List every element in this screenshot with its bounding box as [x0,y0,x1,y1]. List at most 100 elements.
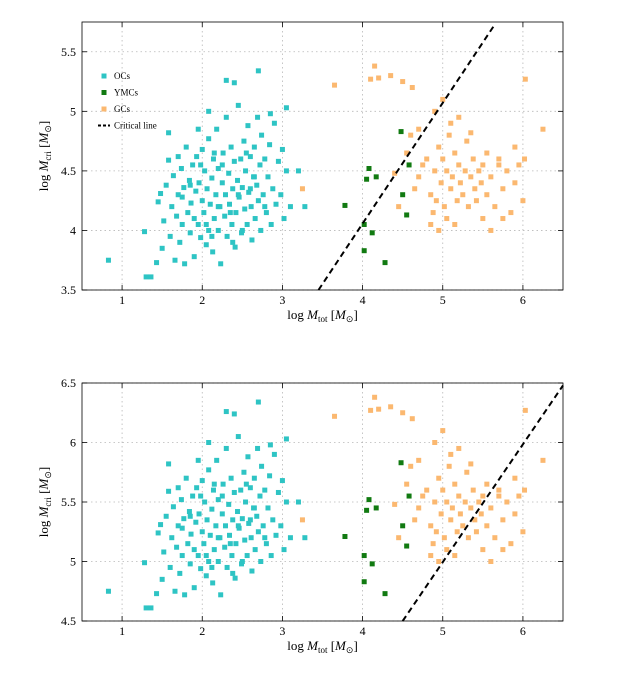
point-gcs [516,493,522,499]
point-gcs [441,535,447,541]
point-ocs [193,519,199,525]
point-ocs [245,123,251,129]
point-gcs [432,108,438,114]
point-ocs [206,136,212,142]
point-ocs [257,162,263,168]
critical-line [317,23,496,291]
point-ocs [262,487,268,493]
point-gcs [504,168,510,174]
point-ocs [260,523,266,529]
point-ocs [287,204,293,210]
point-gcs [448,451,454,457]
point-gcs [396,535,402,541]
point-ocs [203,221,209,227]
point-gcs [412,517,418,523]
point-ocs [226,501,232,507]
point-gcs [412,186,418,192]
point-gcs [462,168,468,174]
point-ocs [187,182,193,188]
point-ocs [247,517,253,523]
point-gcs [441,204,447,210]
point-ocs [195,553,201,559]
point-ocs [191,216,197,222]
point-ocs [215,535,221,541]
point-ocs [230,517,236,523]
point-ocs [302,535,308,541]
point-ocs [255,399,261,405]
point-ocs [229,553,235,559]
point-gcs [448,120,454,126]
point-gcs [522,487,528,493]
point-gcs [500,517,506,523]
point-ymcs [373,174,379,180]
point-ymcs [369,561,375,567]
point-ocs [175,192,181,198]
point-gcs [492,535,498,541]
point-ocs [202,499,208,505]
point-gcs [478,180,484,186]
point-ocs [210,156,216,162]
point-ocs [182,592,188,598]
point-ocs [278,192,284,198]
point-ocs [246,520,252,526]
point-ocs [166,461,172,467]
point-ocs [187,513,193,519]
point-ocs [252,547,258,553]
point-ocs [181,516,187,522]
point-ocs [267,142,273,148]
point-ocs [148,605,154,611]
point-ocs [198,566,204,572]
point-gcs [488,559,494,564]
point-ocs [159,245,165,251]
point-ocs [273,532,279,538]
y-tick-label: 5 [70,104,76,118]
point-ocs [231,80,237,86]
point-ocs [199,529,205,535]
point-ocs [252,216,258,222]
point-ocs [251,475,257,481]
point-ymcs [364,176,370,182]
point-ocs [209,175,215,181]
legend-marker-gcs [101,106,107,112]
point-ocs [158,191,164,197]
point-ocs [166,488,172,494]
point-gcs [500,186,506,192]
point-gcs [416,126,422,132]
point-gcs [368,76,374,82]
point-ocs [206,108,212,114]
point-gcs [452,221,458,227]
legend-label-ocs: OCs [114,71,131,81]
point-ymcs [398,129,404,135]
point-ocs [255,114,261,120]
point-ocs [159,576,165,582]
point-ocs [257,493,263,499]
point-ocs [209,233,215,239]
point-gcs [456,445,462,451]
point-gcs [476,168,482,174]
point-gcs [484,192,490,198]
point-ocs [239,516,245,522]
point-gcs [484,481,490,487]
point-ocs [229,221,235,227]
point-ocs [224,233,230,239]
point-ocs [142,229,148,235]
point-ocs [222,523,228,529]
point-gcs [473,529,479,535]
point-ocs [195,126,201,132]
point-ocs [241,469,247,475]
point-ocs [247,154,253,160]
point-gcs [512,475,518,481]
point-gcs [452,553,458,559]
point-ymcs [400,523,406,529]
point-gcs [416,457,422,463]
y-tick-label: 3.5 [61,283,76,297]
point-ocs [267,111,273,117]
point-ocs [196,511,202,517]
point-ocs [227,210,233,216]
point-gcs [424,156,430,162]
point-ymcs [361,579,367,585]
point-ocs [203,573,209,579]
point-ymcs [366,166,372,172]
point-ocs [206,559,212,564]
